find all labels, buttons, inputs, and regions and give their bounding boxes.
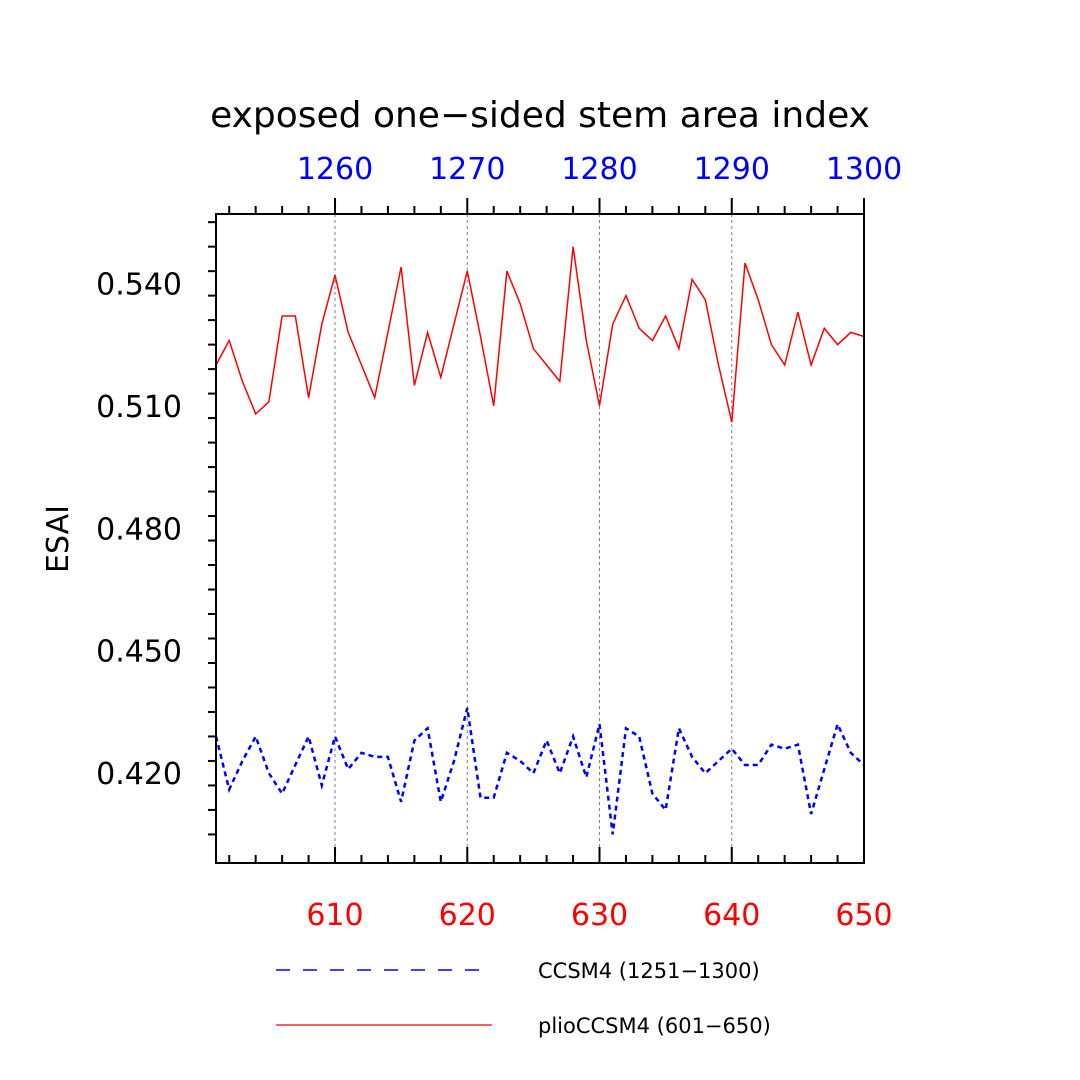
y-axis-label: ESAI <box>41 505 76 573</box>
legend-label-0: CCSM4 (1251−1300) <box>538 959 760 983</box>
chart-title: exposed one−sided stem area index <box>210 95 870 136</box>
axis-ticks <box>208 198 865 863</box>
x-bottom-tick-label: 630 <box>571 898 628 933</box>
plot-frame <box>215 213 865 864</box>
x-top-tick-label: 1270 <box>429 152 505 187</box>
series-layer <box>214 246 865 835</box>
y-tick-label: 0.510 <box>96 390 182 425</box>
series-line-0 <box>214 707 865 835</box>
x-top-tick-label: 1260 <box>297 152 373 187</box>
gridlines <box>334 214 733 863</box>
legend: CCSM4 (1251−1300) plioCCSM4 (601−650) <box>276 959 771 1038</box>
x-top-tick-label: 1280 <box>561 152 637 187</box>
x-bottom-tick-label: 610 <box>306 898 363 933</box>
y-tick-label: 0.480 <box>96 512 182 547</box>
series-line-1 <box>215 246 865 423</box>
y-tick-label: 0.420 <box>96 757 182 792</box>
legend-label-1: plioCCSM4 (601−650) <box>538 1014 771 1038</box>
y-tick-label: 0.450 <box>96 635 182 670</box>
tick-labels: 610 620 630 640 650 1260 1270 1280 1290 1300 0.420… <box>96 152 902 933</box>
x-bottom-tick-label: 620 <box>439 898 496 933</box>
y-tick-label: 0.540 <box>96 267 182 302</box>
x-bottom-tick-label: 640 <box>703 898 760 933</box>
x-bottom-tick-label: 650 <box>835 898 892 933</box>
x-top-tick-label: 1290 <box>694 152 770 187</box>
x-top-tick-label: 1300 <box>826 152 902 187</box>
